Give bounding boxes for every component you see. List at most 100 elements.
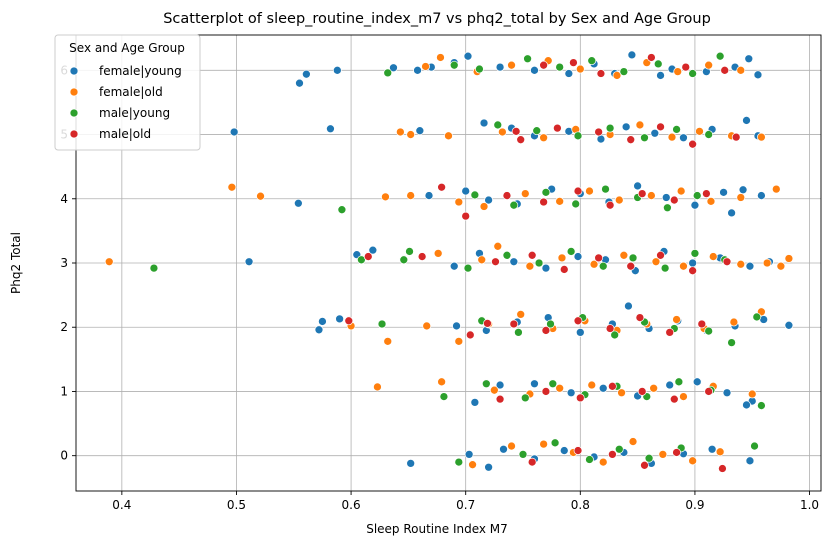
data-point (649, 383, 659, 393)
data-point (736, 65, 746, 75)
data-point (742, 400, 751, 410)
data-point (776, 261, 786, 271)
data-point (692, 191, 702, 200)
x-tick-label: 0.4 (112, 498, 131, 512)
data-point (475, 64, 484, 74)
data-point (566, 247, 576, 256)
data-point (495, 394, 505, 404)
data-point (332, 65, 342, 75)
data-point (539, 439, 548, 449)
data-point (757, 401, 766, 410)
data-point (757, 191, 766, 200)
data-point (681, 62, 691, 72)
legend-label: male|young (99, 106, 170, 120)
data-point (637, 189, 647, 198)
data-point (534, 258, 544, 268)
data-point (745, 261, 755, 271)
data-point (415, 126, 425, 136)
data-point (656, 71, 665, 80)
data-point (502, 191, 512, 200)
data-point (569, 58, 578, 67)
data-point (610, 330, 620, 340)
data-point (548, 379, 558, 389)
data-point (502, 250, 512, 260)
data-point (750, 441, 759, 451)
data-point (706, 196, 716, 206)
data-point (628, 253, 638, 263)
data-point (637, 387, 647, 396)
data-point (672, 448, 681, 457)
data-point (585, 186, 594, 196)
data-point (525, 261, 535, 271)
data-point (483, 319, 492, 328)
data-point (575, 393, 585, 403)
data-point (679, 133, 688, 143)
y-axis-label: Phq2 Total (9, 232, 23, 294)
data-point (479, 118, 489, 128)
data-point (762, 258, 772, 268)
data-point (295, 78, 304, 88)
data-point (679, 392, 688, 401)
chart-title: Scatterplot of sleep_routine_index_m7 vs… (163, 11, 711, 27)
data-point (669, 394, 679, 404)
data-point (149, 263, 159, 273)
data-point (571, 199, 581, 209)
data-point (679, 261, 688, 271)
data-point (314, 325, 324, 335)
data-point (757, 132, 766, 142)
data-point (771, 184, 781, 194)
data-point (614, 195, 624, 205)
data-point (665, 328, 675, 337)
data-point (745, 456, 755, 466)
data-point (227, 182, 237, 192)
data-point (520, 189, 530, 198)
legend-items: female|young female|old male|young male|old (69, 64, 182, 141)
data-point (661, 193, 671, 202)
data-point (454, 197, 464, 207)
data-point (507, 60, 516, 70)
data-point (715, 447, 725, 457)
data-point (621, 122, 631, 132)
x-axis-label: Sleep Routine Index M7 (366, 522, 508, 536)
data-point (337, 205, 347, 215)
x-tick-label: 0.6 (342, 498, 361, 512)
data-point (413, 65, 422, 75)
data-point (644, 453, 654, 463)
data-point (498, 127, 507, 137)
data-point (461, 186, 471, 196)
data-point (539, 133, 548, 143)
data-point (461, 211, 471, 221)
data-point (605, 324, 615, 333)
data-point (660, 263, 670, 273)
data-point (585, 455, 594, 464)
data-point (704, 326, 714, 336)
y-tick-label: 3 (60, 256, 68, 270)
data-point (553, 123, 562, 133)
data-point (381, 192, 390, 202)
data-point (752, 312, 762, 322)
data-point (499, 444, 508, 454)
data-point (704, 387, 714, 396)
data-point (470, 190, 480, 200)
data-point (509, 257, 519, 267)
data-point (573, 316, 583, 326)
data-point (667, 132, 677, 142)
data-point (647, 53, 656, 62)
data-point (477, 255, 487, 265)
data-point (722, 257, 732, 267)
data-point (507, 441, 516, 451)
data-point (727, 338, 736, 347)
data-point (633, 181, 642, 191)
data-point (489, 385, 499, 395)
data-point (326, 124, 335, 134)
data-point (650, 128, 660, 138)
data-point (695, 126, 704, 136)
data-point (363, 252, 373, 261)
data-point (594, 253, 603, 263)
data-point (665, 380, 675, 390)
data-point (449, 261, 459, 271)
data-point (541, 263, 551, 273)
data-point (598, 457, 608, 467)
data-point (608, 450, 617, 459)
